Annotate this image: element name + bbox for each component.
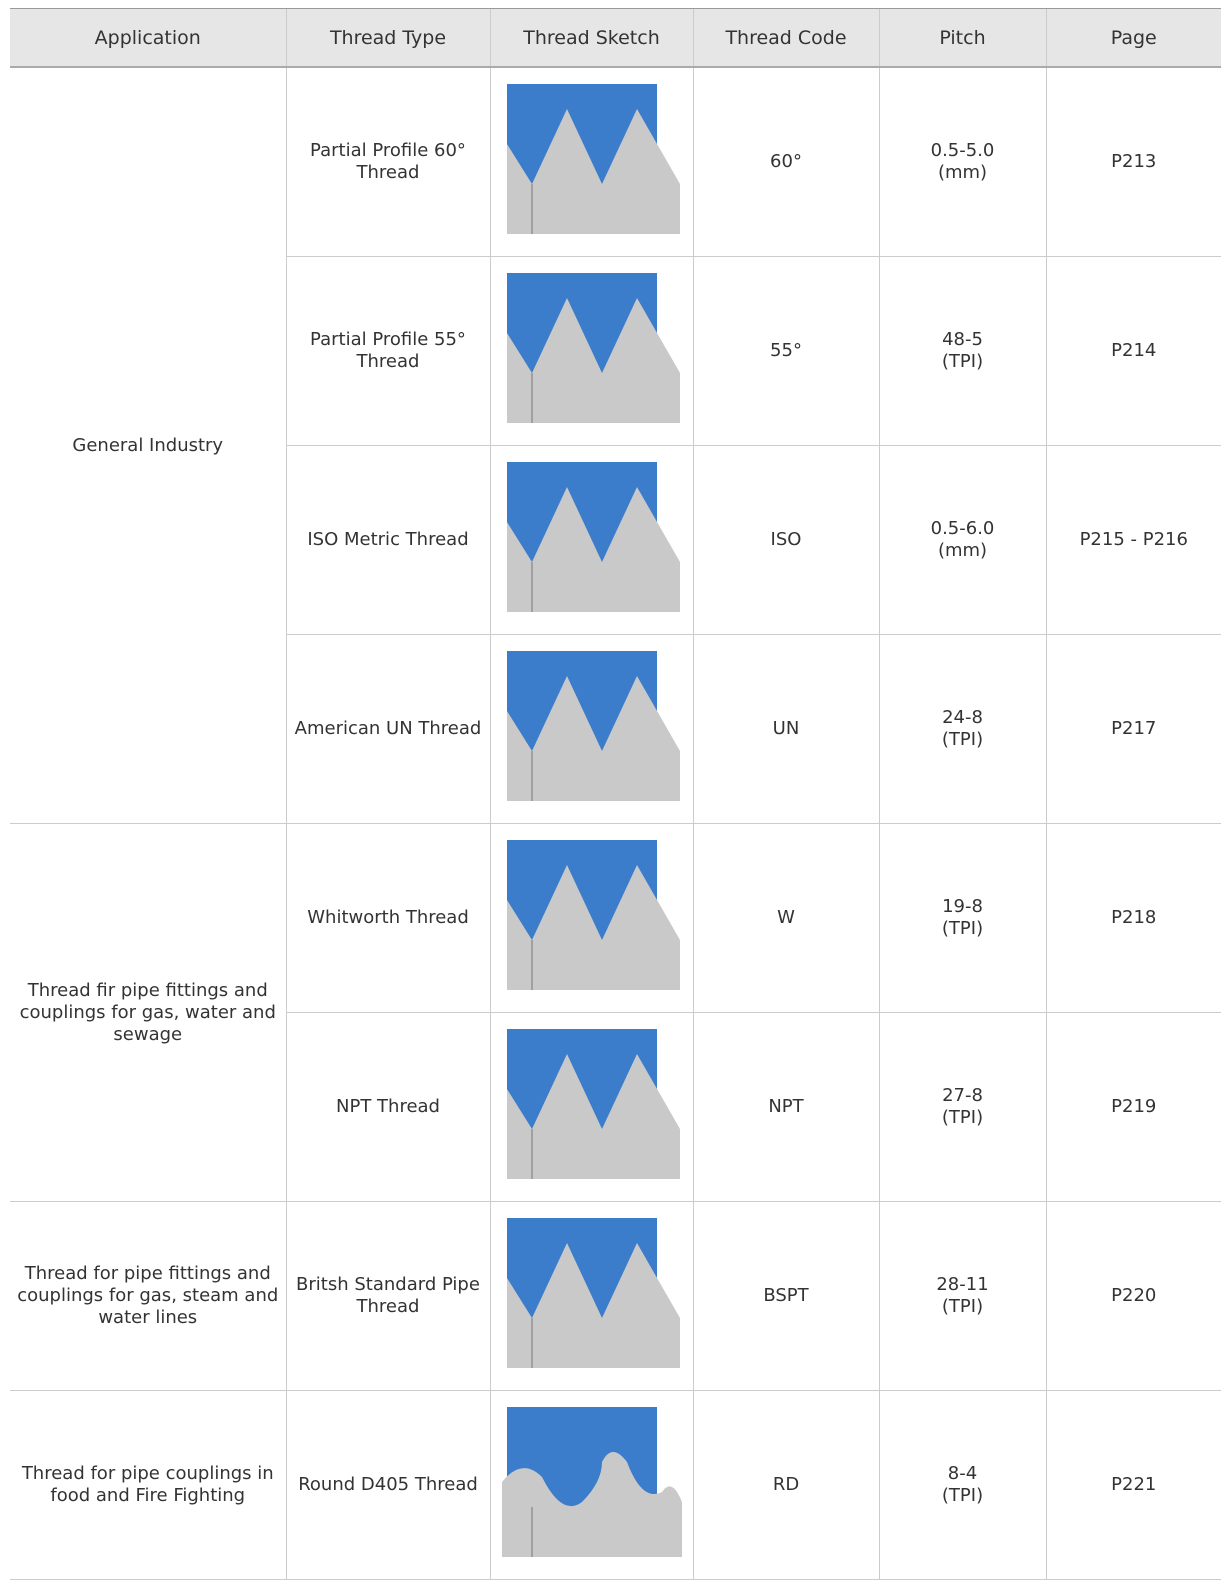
application-cell: General Industry <box>10 67 286 824</box>
header-row: Application Thread Type Thread Sketch Threa… <box>10 8 1221 68</box>
page-cell: P220 <box>1045 1201 1221 1391</box>
thread-type-cell: Partial Profile 60° Thread <box>285 67 490 257</box>
application-cell: Thread for pipe fittings and couplings f… <box>10 1201 286 1391</box>
thread-type-cell: Round D405 Thread <box>285 1390 490 1580</box>
thread-sketch <box>501 1407 682 1557</box>
header-cell: Application <box>10 8 286 68</box>
pitch-unit: (TPI) <box>941 1485 984 1506</box>
thread-code-cell: NPT <box>692 1012 879 1202</box>
sketch-cell <box>489 1390 693 1580</box>
thread-type-cell: American UN Thread <box>285 634 490 824</box>
pitch-cell: 19-8 (TPI) <box>878 823 1046 1013</box>
pitch-unit: (mm) <box>937 540 988 561</box>
header-cell: Thread Type <box>285 8 490 68</box>
thread-code-cell: RD <box>692 1390 879 1580</box>
header-cell: Thread Code <box>692 8 879 68</box>
thread-code-cell: 60° <box>692 67 879 257</box>
pitch-range: 19-8 <box>942 896 983 917</box>
pitch-unit: (TPI) <box>941 918 984 939</box>
pitch-range: 0.5-5.0 <box>930 140 995 161</box>
pitch-range: 28-11 <box>936 1274 989 1295</box>
table-row: General Industry Partial Profile 60° Thre… <box>10 67 1221 824</box>
page-cell: P214 <box>1045 256 1221 446</box>
pitch-unit: (mm) <box>937 162 988 183</box>
header-cell: Thread Sketch <box>489 8 693 68</box>
pitch-unit: (TPI) <box>941 1107 984 1128</box>
pitch-range: 0.5-6.0 <box>930 518 995 539</box>
page-cell: P215 - P216 <box>1045 445 1221 635</box>
thread-code-cell: BSPT <box>692 1201 879 1391</box>
thread-sketch <box>506 840 680 990</box>
thread-sketch <box>506 1029 680 1179</box>
sketch-thread <box>506 676 680 801</box>
pitch-unit: (TPI) <box>941 1296 984 1317</box>
thread-sketch <box>506 273 680 423</box>
thread-code-cell: W <box>692 823 879 1013</box>
pitch-cell: 0.5-6.0 (mm) <box>878 445 1046 635</box>
table-row: Thread fir pipe fittings and couplings f… <box>10 823 1221 1202</box>
application-cell: Thread fir pipe fittings and couplings f… <box>10 823 286 1202</box>
thread-type-cell: Britsh Standard Pipe Thread <box>285 1201 490 1391</box>
sketch-cell <box>489 256 693 446</box>
thread-type-cell: Partial Profile 55° Thread <box>285 256 490 446</box>
page-cell: P219 <box>1045 1012 1221 1202</box>
table-body: General Industry Partial Profile 60° Thre… <box>10 67 1221 1580</box>
sketch-thread <box>506 298 680 423</box>
table-row: American UN Thread UN 24-8 (TPI) P217 <box>10 634 1221 824</box>
page-cell: P213 <box>1045 67 1221 257</box>
sketch-cell <box>489 1201 693 1391</box>
pitch-cell: 27-8 (TPI) <box>878 1012 1046 1202</box>
thread-code-cell: UN <box>692 634 879 824</box>
sketch-cell <box>489 1012 693 1202</box>
pitch-range: 48-5 <box>942 329 983 350</box>
thread-type-cell: ISO Metric Thread <box>285 445 490 635</box>
thread-sketch <box>506 651 680 801</box>
pitch-unit: (TPI) <box>941 729 984 750</box>
table-row: Thread for pipe couplings in food and Fi… <box>10 1390 1221 1580</box>
table-row: ISO Metric Thread ISO 0.5-6.0 (mm) P215 - P2… <box>10 445 1221 635</box>
pitch-cell: 0.5-5.0 (mm) <box>878 67 1046 257</box>
thread-table: Application Thread Type Thread Sketch Threa… <box>10 8 1221 1580</box>
sketch-thread <box>506 1054 680 1179</box>
thread-code-cell: ISO <box>692 445 879 635</box>
pitch-cell: 8-4 (TPI) <box>878 1390 1046 1580</box>
sketch-thread <box>506 1243 680 1368</box>
page-cell: P218 <box>1045 823 1221 1013</box>
page-cell: P221 <box>1045 1390 1221 1580</box>
application-cell: Thread for pipe couplings in food and Fi… <box>10 1390 286 1580</box>
pitch-cell: 24-8 (TPI) <box>878 634 1046 824</box>
thread-type-cell: Whitworth Thread <box>285 823 490 1013</box>
sketch-thread <box>506 865 680 990</box>
table-row: Partial Profile 55° Thread 55° 48-5 (TPI) P2… <box>10 256 1221 446</box>
page-cell: P217 <box>1045 634 1221 824</box>
thread-type-cell: NPT Thread <box>285 1012 490 1202</box>
pitch-unit: (TPI) <box>941 351 984 372</box>
sketch-cell <box>489 67 693 257</box>
thread-sketch <box>506 1218 680 1368</box>
header-cell: Pitch <box>878 8 1046 68</box>
sketch-thread <box>506 109 680 234</box>
pitch-range: 24-8 <box>942 707 983 728</box>
header-cell: Page <box>1045 8 1221 68</box>
table-row: NPT Thread NPT 27-8 (TPI) P219 <box>10 1012 1221 1202</box>
sketch-thread <box>506 487 680 612</box>
pitch-range: 27-8 <box>942 1085 983 1106</box>
sketch-cell <box>489 634 693 824</box>
pitch-cell: 28-11 (TPI) <box>878 1201 1046 1391</box>
sketch-thread <box>501 1452 682 1557</box>
table-row: Thread for pipe fittings and couplings f… <box>10 1201 1221 1391</box>
pitch-cell: 48-5 (TPI) <box>878 256 1046 446</box>
thread-sketch <box>506 462 680 612</box>
thread-code-cell: 55° <box>692 256 879 446</box>
sketch-cell <box>489 823 693 1013</box>
thread-sketch <box>506 84 680 234</box>
pitch-range: 8-4 <box>947 1463 978 1484</box>
sketch-cell <box>489 445 693 635</box>
